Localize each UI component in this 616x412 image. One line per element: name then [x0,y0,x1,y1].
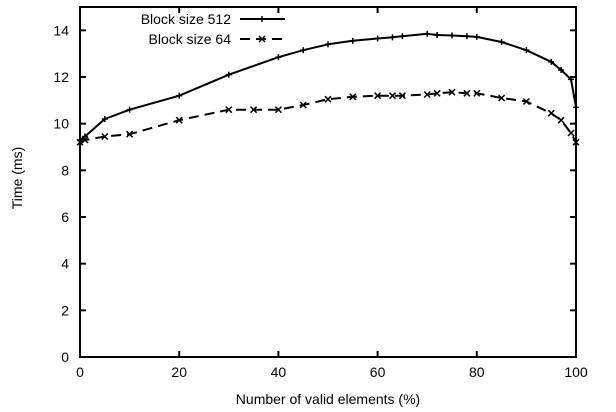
series-2-point [473,89,481,97]
x-tick-label: 20 [171,364,187,380]
y-tick-label: 8 [61,162,69,178]
series-1-point [325,41,331,48]
series-1-point [548,58,555,65]
series-2-point [398,92,406,100]
series-2-point [498,94,506,102]
y-tick-label: 6 [61,209,69,225]
series-2-point [463,89,471,97]
series-1-point [568,76,575,83]
x-tick-label: 0 [76,364,84,380]
legend-label: Block size 512 [141,11,231,27]
series-1-point [558,67,565,73]
series-2-point [572,138,580,146]
series-1-point [349,37,356,44]
series-1-point [449,32,455,39]
y-tick-label: 0 [61,349,69,365]
series-2-point [324,95,332,103]
legend-marker [259,16,265,22]
series-1-point [523,47,530,54]
series-1-point [463,33,470,40]
y-tick-label: 2 [61,302,69,318]
series-2-point [175,116,183,124]
series-2-point [433,89,441,97]
series-2-point [448,88,456,96]
legend-marker [258,35,266,43]
series-2-point [423,90,431,99]
x-axis-label: Number of valid elements (%) [236,391,420,407]
series-1-point [101,116,108,122]
y-axis-label: Time (ms) [9,147,25,209]
series-1-point [498,39,505,45]
series-1-point [374,35,381,42]
series-1-point [275,54,282,61]
data-series [76,30,580,146]
legend: Block size 512 Block size 64 [141,11,285,47]
series-1-line [79,32,577,141]
x-tick-label: 80 [469,364,485,380]
series-2-point [547,109,555,117]
series-2-point [557,116,565,124]
series-1-point [424,30,431,37]
x-tick-label: 100 [564,364,588,380]
legend-label: Block size 64 [149,31,232,47]
series-1-point [573,104,579,111]
x-tick-label: 40 [271,364,287,380]
series-2-point [299,101,307,109]
series-2-point [76,138,84,146]
y-tick-label: 14 [53,22,69,38]
series-1-point [434,32,441,38]
series-1-point [300,47,307,54]
series-1-point [81,133,88,140]
y-tick-label: 10 [53,116,69,132]
series-2-point [250,106,258,114]
axis-ticks: 0 20 40 60 80 100 0 2 4 6 8 10 12 14 [53,7,588,380]
series-2-point [522,97,530,106]
plot-frame [79,6,577,358]
series-1-point [176,92,183,99]
series-1-point [399,33,406,40]
series-2-point [374,92,382,100]
axis-labels: Number of valid elements (%) Time (ms) [9,147,420,407]
series-2-point [388,92,397,100]
x-tick-label: 60 [370,364,386,380]
plot-area [79,6,577,358]
series-1-point [225,71,232,78]
series-2-point [349,93,357,101]
series-2-point [274,106,282,114]
series-1-point [389,34,396,41]
y-tick-label: 12 [53,69,69,85]
series-2-point [225,106,233,114]
series-2-point [567,129,575,137]
series-1-point [126,106,133,113]
series-2-point [126,130,134,138]
series-2-point [81,136,89,144]
y-tick-label: 4 [61,256,69,272]
series-1-point [473,33,480,40]
series-2-point [101,132,109,141]
